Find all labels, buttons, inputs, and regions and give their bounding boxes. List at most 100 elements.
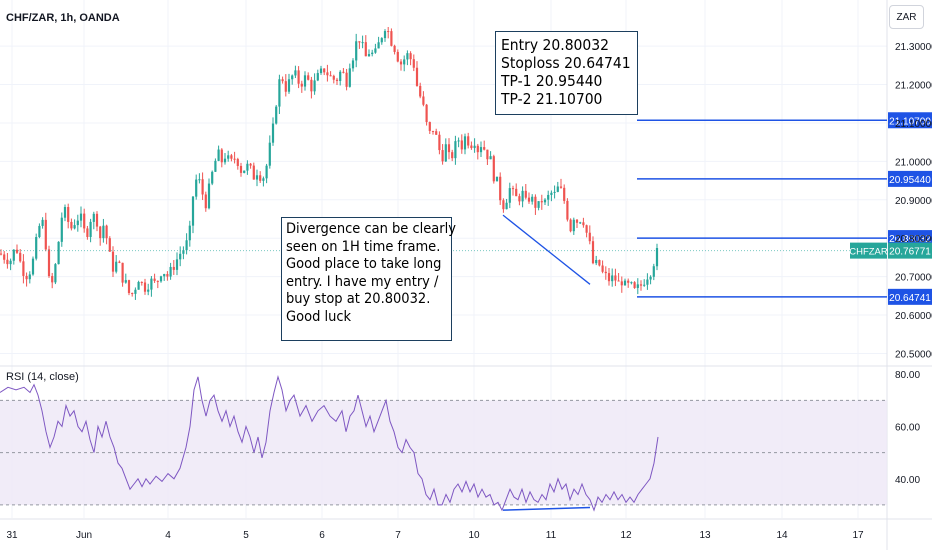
candle-body	[630, 282, 633, 284]
candle-body	[217, 149, 220, 161]
candle-body	[611, 275, 614, 282]
candle-body	[473, 145, 476, 149]
candle	[502, 198, 505, 213]
candle	[153, 273, 156, 283]
candle	[508, 182, 511, 209]
candle	[246, 160, 249, 175]
time-tick-label: 13	[699, 530, 711, 541]
candle	[319, 65, 323, 75]
candle-body	[646, 279, 649, 285]
candle	[214, 158, 217, 172]
candle	[195, 174, 198, 200]
price-tick-label: 20.50000	[895, 349, 932, 360]
candle	[339, 70, 342, 86]
note-line: Good luck	[286, 308, 352, 325]
candle	[630, 281, 633, 285]
candle-body	[521, 190, 524, 202]
candle-body	[159, 276, 163, 282]
candle	[579, 221, 582, 225]
candle-body	[268, 142, 271, 166]
candle-body	[124, 280, 127, 283]
candle	[415, 61, 419, 87]
candle-body	[457, 140, 460, 142]
candle	[275, 104, 278, 125]
candle	[575, 218, 579, 229]
candle-body	[105, 225, 108, 239]
candle-body	[588, 232, 591, 242]
candle-body	[351, 60, 355, 69]
price-tick-label: 20.60000	[895, 311, 932, 322]
candle	[163, 273, 166, 281]
candle	[255, 169, 259, 187]
candle	[175, 252, 179, 276]
candle-body	[367, 54, 371, 57]
candle	[204, 191, 207, 212]
candle	[444, 138, 447, 163]
candle-body	[92, 213, 95, 222]
candle	[636, 278, 639, 295]
candle-body	[639, 284, 643, 286]
candle	[595, 255, 598, 266]
candle	[179, 246, 182, 267]
axes: 21.30000 21.20000 21.10000 21.00000 20.90000…	[6, 42, 932, 541]
candle	[463, 133, 467, 155]
rsi-tick-label: 40.00	[895, 475, 920, 486]
candle	[332, 74, 335, 84]
candle	[211, 170, 214, 186]
candle	[390, 28, 393, 47]
time-tick-label: 17	[852, 530, 864, 541]
candle	[447, 138, 451, 160]
candle	[620, 276, 623, 293]
candle	[527, 192, 531, 204]
candle-body	[412, 59, 415, 68]
candle-body	[511, 188, 515, 190]
candle	[505, 198, 508, 210]
divergence-note[interactable]: Divergence can be clearly seen on 1H tim…	[281, 217, 456, 341]
candle	[316, 69, 319, 82]
candle	[617, 272, 620, 282]
candle-body	[499, 176, 502, 201]
candle	[31, 256, 35, 276]
candle-body	[207, 183, 211, 209]
candle	[79, 206, 83, 228]
candle-body	[614, 275, 617, 281]
candle-body	[38, 225, 41, 238]
divergence-trendline-rsi	[502, 506, 591, 511]
candle	[531, 194, 534, 205]
candle-body	[28, 274, 31, 280]
time-tick-label: 11	[546, 530, 557, 541]
candle-body	[73, 225, 76, 229]
candle-body	[140, 281, 143, 283]
candle	[108, 236, 111, 252]
candle	[25, 272, 28, 287]
candle-body	[271, 123, 275, 143]
note-line: seen on 1H time frame.	[286, 238, 441, 255]
candle	[476, 143, 479, 160]
entry-annotation[interactable]: Entry 20.80032 Stoploss 20.64741 TP-1 20…	[495, 31, 638, 115]
candle-body	[582, 222, 585, 226]
candle-body	[153, 278, 156, 281]
candle-body	[230, 155, 233, 159]
candle	[387, 26, 390, 39]
candle	[486, 149, 489, 165]
candle-body	[467, 136, 470, 146]
candle-body	[454, 141, 457, 159]
candle	[627, 278, 630, 288]
candle	[95, 211, 99, 232]
candle	[371, 49, 374, 57]
candle-body	[601, 265, 604, 272]
candle-body	[492, 156, 495, 182]
candle-body	[559, 186, 563, 188]
note-line: buy stop at 20.80032.	[286, 291, 431, 308]
candle-body	[547, 194, 550, 200]
candle	[569, 218, 572, 233]
candle	[51, 272, 54, 289]
candle	[323, 68, 326, 76]
candle-body	[89, 221, 92, 237]
candle-body	[476, 145, 479, 153]
candle	[147, 283, 150, 296]
candle-body	[550, 192, 553, 195]
candle	[303, 71, 307, 91]
currency-button[interactable]: ZAR	[889, 5, 924, 29]
